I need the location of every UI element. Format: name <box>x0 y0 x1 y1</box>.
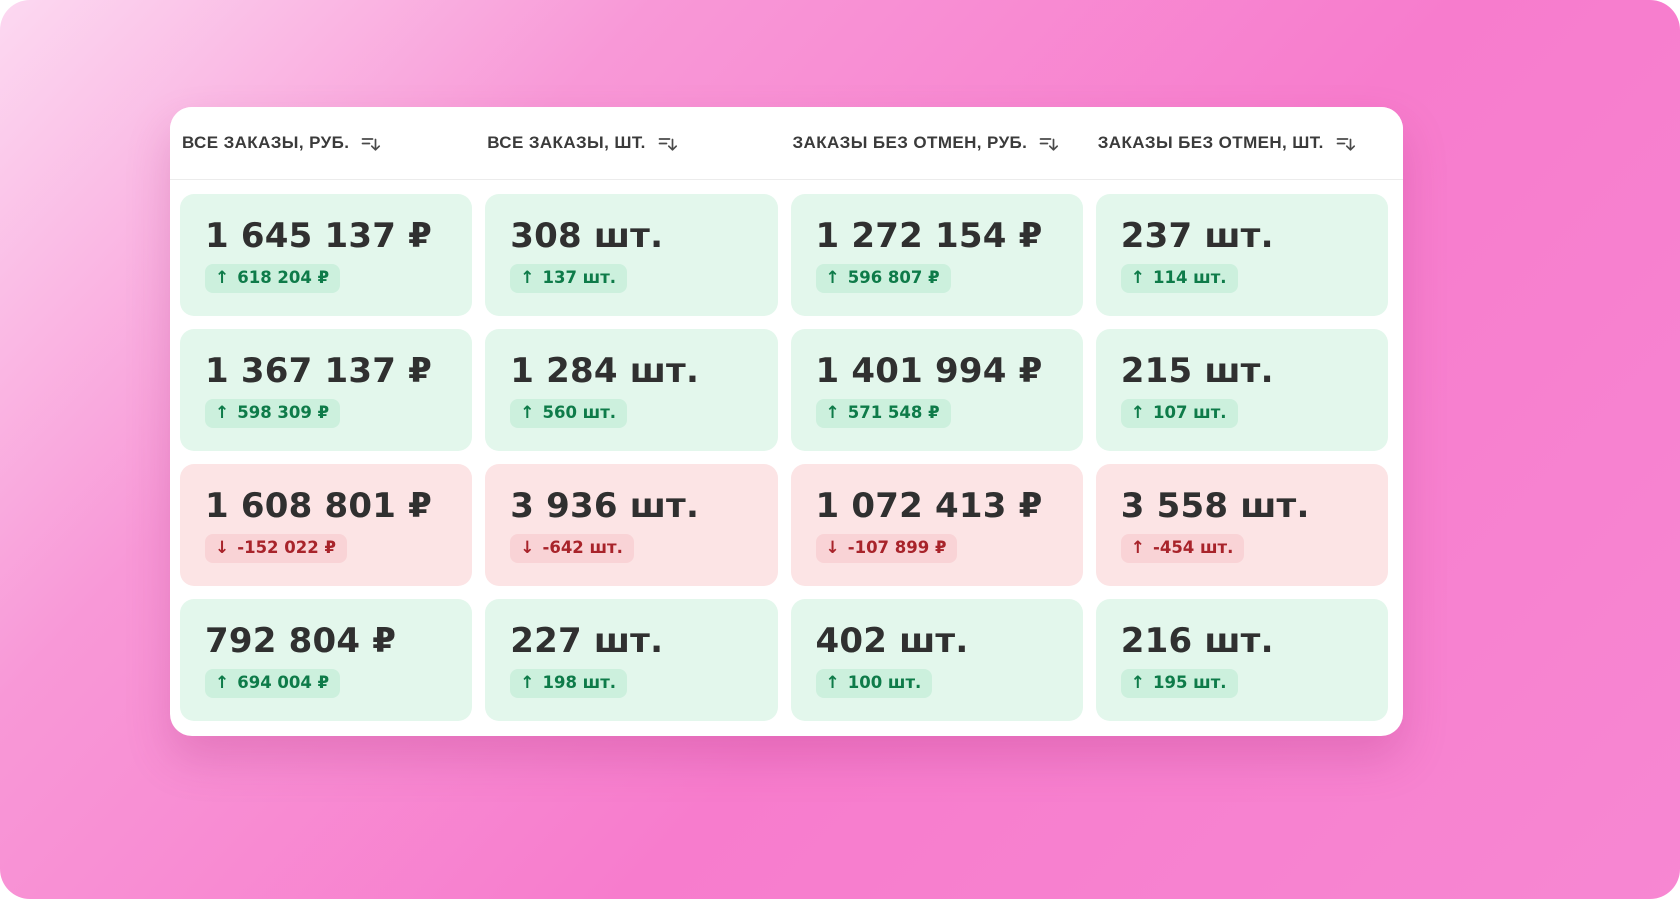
trend-arrow-icon: ↑ <box>1130 538 1145 558</box>
delta-badge: ↑ 107 шт. <box>1120 399 1238 429</box>
metric-value: 237 шт. <box>1120 216 1274 256</box>
delta-value: 598 309 ₽ <box>237 403 330 423</box>
trend-arrow-icon: ↑ <box>215 673 230 693</box>
trend-arrow-icon: ↑ <box>520 268 535 288</box>
metric-card[interactable]: 792 804 ₽ ↑ 694 004 ₽ <box>180 599 473 721</box>
trend-arrow-icon: ↓ <box>215 538 230 558</box>
trend-arrow-icon: ↑ <box>520 403 535 423</box>
metric-card[interactable]: 1 645 137 ₽ ↑ 618 204 ₽ <box>180 194 473 316</box>
delta-badge: ↑ 198 шт. <box>510 669 628 699</box>
trend-arrow-icon: ↓ <box>825 538 840 558</box>
metric-value: 227 шт. <box>510 621 664 661</box>
delta-value: 137 шт. <box>542 268 617 288</box>
metric-card[interactable]: 3 558 шт. ↑ -454 шт. <box>1095 464 1388 586</box>
delta-value: 571 548 ₽ <box>847 403 940 423</box>
delta-value: 618 204 ₽ <box>237 268 330 288</box>
delta-badge: ↑ 100 шт. <box>815 669 933 699</box>
delta-value: -454 шт. <box>1153 538 1234 558</box>
trend-arrow-icon: ↑ <box>825 673 840 693</box>
column-header-label: ВСЕ ЗАКАЗЫ, ШТ. <box>487 133 646 152</box>
metric-value: 3 558 шт. <box>1120 486 1310 526</box>
delta-badge: ↑ 598 309 ₽ <box>205 399 341 429</box>
delta-badge: ↑ 195 шт. <box>1120 669 1238 699</box>
column-header-orders-no-cancel-rub[interactable]: ЗАКАЗЫ БЕЗ ОТМЕН, РУБ. <box>791 133 1083 154</box>
delta-value: -152 022 ₽ <box>237 538 336 558</box>
metric-value: 1 608 801 ₽ <box>205 486 432 526</box>
delta-badge: ↑ 114 шт. <box>1120 264 1238 294</box>
metric-card[interactable]: 216 шт. ↑ 195 шт. <box>1095 599 1388 721</box>
metric-value: 1 645 137 ₽ <box>205 216 432 256</box>
delta-value: 195 шт. <box>1153 673 1227 693</box>
delta-value: -642 шт. <box>542 538 623 558</box>
delta-value: 114 шт. <box>1153 268 1227 288</box>
metric-value: 3 936 шт. <box>510 486 700 526</box>
metric-card[interactable]: 237 шт. ↑ 114 шт. <box>1095 194 1388 316</box>
metric-value: 1 367 137 ₽ <box>205 351 432 391</box>
metric-card[interactable]: 1 072 413 ₽ ↓ -107 899 ₽ <box>790 464 1083 586</box>
metric-value: 1 401 994 ₽ <box>815 351 1043 391</box>
delta-badge: ↓ -152 022 ₽ <box>205 534 347 564</box>
delta-badge: ↑ 560 шт. <box>510 399 628 429</box>
metric-value: 216 шт. <box>1120 621 1274 661</box>
metric-card[interactable]: 402 шт. ↑ 100 шт. <box>790 599 1083 721</box>
metric-value: 1 272 154 ₽ <box>815 216 1043 256</box>
delta-badge: ↑ 137 шт. <box>510 264 628 294</box>
delta-value: 107 шт. <box>1153 403 1227 423</box>
metric-card[interactable]: 1 272 154 ₽ ↑ 596 807 ₽ <box>790 194 1083 316</box>
column-header-label: ЗАКАЗЫ БЕЗ ОТМЕН, ШТ. <box>1097 133 1324 152</box>
delta-badge: ↓ -107 899 ₽ <box>815 534 958 564</box>
delta-badge: ↑ 618 204 ₽ <box>205 264 341 294</box>
metric-card[interactable]: 1 401 994 ₽ ↑ 571 548 ₽ <box>790 329 1083 451</box>
column-headers-row: ВСЕ ЗАКАЗЫ, РУБ. ВСЕ ЗАКАЗЫ, ШТ. ЗАКАЗЫ … <box>170 107 1403 180</box>
delta-value: 694 004 ₽ <box>237 673 330 693</box>
metric-value: 1 072 413 ₽ <box>815 486 1043 526</box>
metric-card[interactable]: 3 936 шт. ↓ -642 шт. <box>485 464 778 586</box>
sort-descending-icon[interactable] <box>1038 133 1059 154</box>
delta-badge: ↑ 694 004 ₽ <box>205 669 341 699</box>
metric-value: 308 шт. <box>510 216 664 256</box>
orders-metrics-panel: ВСЕ ЗАКАЗЫ, РУБ. ВСЕ ЗАКАЗЫ, ШТ. ЗАКАЗЫ … <box>170 107 1403 736</box>
metric-card[interactable]: 1 608 801 ₽ ↓ -152 022 ₽ <box>180 464 473 586</box>
sort-descending-icon[interactable] <box>360 133 381 154</box>
trend-arrow-icon: ↑ <box>825 268 840 288</box>
delta-badge: ↑ 571 548 ₽ <box>815 399 951 429</box>
delta-value: 560 шт. <box>542 403 617 423</box>
metric-card[interactable]: 1 367 137 ₽ ↑ 598 309 ₽ <box>180 329 473 451</box>
sort-descending-icon[interactable] <box>1335 133 1356 154</box>
metric-card[interactable]: 1 284 шт. ↑ 560 шт. <box>485 329 778 451</box>
metric-card[interactable]: 227 шт. ↑ 198 шт. <box>485 599 778 721</box>
delta-value: -107 899 ₽ <box>847 538 947 558</box>
delta-badge: ↑ -454 шт. <box>1120 534 1245 564</box>
delta-value: 596 807 ₽ <box>847 268 940 288</box>
delta-value: 198 шт. <box>542 673 617 693</box>
sort-descending-icon[interactable] <box>657 133 678 154</box>
metric-card[interactable]: 215 шт. ↑ 107 шт. <box>1095 329 1388 451</box>
metric-card[interactable]: 308 шт. ↑ 137 шт. <box>485 194 778 316</box>
trend-arrow-icon: ↑ <box>1130 268 1145 288</box>
trend-arrow-icon: ↑ <box>520 673 535 693</box>
column-header-orders-no-cancel-qty[interactable]: ЗАКАЗЫ БЕЗ ОТМЕН, ШТ. <box>1096 133 1388 154</box>
trend-arrow-icon: ↑ <box>215 268 230 288</box>
delta-value: 100 шт. <box>847 673 922 693</box>
trend-arrow-icon: ↑ <box>215 403 230 423</box>
trend-arrow-icon: ↓ <box>520 538 535 558</box>
column-header-label: ВСЕ ЗАКАЗЫ, РУБ. <box>182 133 350 152</box>
column-header-all-orders-qty[interactable]: ВСЕ ЗАКАЗЫ, ШТ. <box>485 133 777 154</box>
delta-badge: ↑ 596 807 ₽ <box>815 264 951 294</box>
column-header-all-orders-rub[interactable]: ВСЕ ЗАКАЗЫ, РУБ. <box>180 133 472 154</box>
metric-value: 1 284 шт. <box>510 351 700 391</box>
metric-cards-grid: 1 645 137 ₽ ↑ 618 204 ₽ 308 шт. ↑ 137 шт. … <box>170 180 1403 736</box>
trend-arrow-icon: ↑ <box>825 403 840 423</box>
metric-value: 402 шт. <box>815 621 969 661</box>
metric-value: 792 804 ₽ <box>205 621 397 661</box>
trend-arrow-icon: ↑ <box>1130 403 1145 423</box>
metric-value: 215 шт. <box>1120 351 1274 391</box>
column-header-label: ЗАКАЗЫ БЕЗ ОТМЕН, РУБ. <box>792 133 1028 152</box>
trend-arrow-icon: ↑ <box>1130 673 1145 693</box>
delta-badge: ↓ -642 шт. <box>510 534 634 564</box>
